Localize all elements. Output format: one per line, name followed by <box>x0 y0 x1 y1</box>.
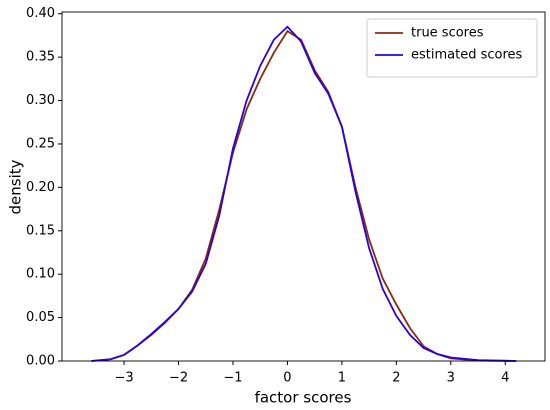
y-tick-label: 0.25 <box>26 136 55 151</box>
x-tick-label: 4 <box>501 371 509 386</box>
x-tick-label: 3 <box>447 371 455 386</box>
y-tick-label: 0.20 <box>26 180 55 195</box>
x-tick-label: 2 <box>392 371 400 386</box>
x-tick-label: 0 <box>283 371 291 386</box>
line-series <box>91 25 517 362</box>
y-tick-label: 0.40 <box>26 6 55 21</box>
x-tick-label: −1 <box>223 371 242 386</box>
y-axis-label: density <box>7 159 25 214</box>
y-tick-label: 0.00 <box>26 354 55 369</box>
legend-label: true scores <box>411 26 484 41</box>
y-tick-label: 0.35 <box>26 50 55 65</box>
line-series <box>91 29 517 362</box>
y-tick-label: 0.30 <box>26 93 55 108</box>
axes-frame <box>61 11 546 362</box>
x-tick-label: −3 <box>114 371 133 386</box>
y-tick-label: 0.05 <box>26 310 55 325</box>
legend-label: estimated scores <box>411 48 523 63</box>
legend-box <box>366 18 538 78</box>
y-tick-label: 0.15 <box>26 223 55 238</box>
x-tick-label: −2 <box>169 371 188 386</box>
x-axis-label: factor scores <box>255 389 352 407</box>
x-tick-label: 1 <box>338 371 346 386</box>
y-tick-label: 0.10 <box>26 267 55 282</box>
